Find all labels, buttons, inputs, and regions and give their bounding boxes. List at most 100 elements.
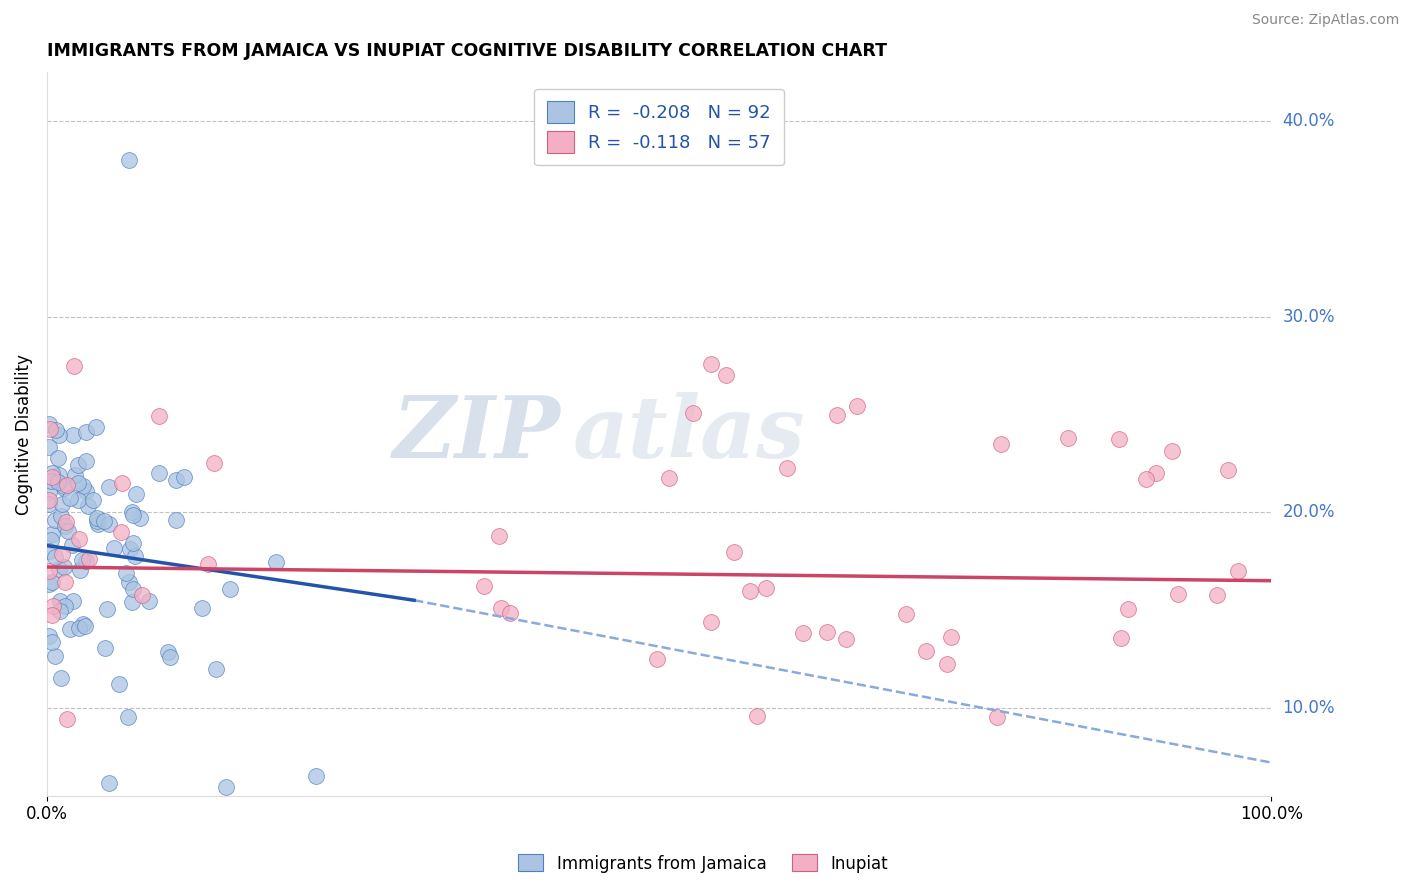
Point — [66, 476, 89, 491]
Y-axis label: Cognitive Disability: Cognitive Disability — [15, 353, 32, 515]
Point — [990, 436, 1012, 450]
Point — [745, 709, 768, 723]
Point — [1161, 444, 1184, 458]
Point — [1116, 601, 1139, 615]
Point — [46, 475, 69, 489]
Point — [41, 527, 63, 541]
Point — [86, 420, 108, 434]
Point — [38, 564, 60, 578]
Point — [62, 427, 84, 442]
Legend: Immigrants from Jamaica, Inupiat: Immigrants from Jamaica, Inupiat — [512, 847, 894, 880]
Point — [173, 470, 195, 484]
Point — [44, 649, 66, 664]
Point — [124, 549, 146, 564]
Point — [499, 607, 522, 621]
Point — [118, 542, 141, 557]
Point — [111, 475, 134, 490]
Point — [488, 529, 510, 543]
Point — [41, 466, 63, 480]
Point — [835, 632, 858, 647]
Point — [52, 478, 75, 492]
Point — [82, 493, 104, 508]
Legend: R =  -0.208   N = 92, R =  -0.118   N = 57: R = -0.208 N = 92, R = -0.118 N = 57 — [534, 88, 783, 165]
Point — [118, 575, 141, 590]
Point — [156, 645, 179, 659]
Point — [75, 554, 97, 568]
Point — [110, 524, 132, 539]
Point — [72, 553, 94, 567]
Point — [1216, 462, 1239, 476]
Point — [776, 461, 799, 475]
Text: ZIP: ZIP — [394, 392, 561, 475]
Point — [39, 474, 62, 488]
Point — [98, 516, 121, 531]
Point — [700, 357, 723, 371]
Text: 10.0%: 10.0% — [1282, 698, 1334, 717]
Point — [44, 513, 66, 527]
Point — [53, 482, 76, 496]
Point — [129, 510, 152, 524]
Point — [48, 428, 70, 442]
Point — [219, 582, 242, 596]
Point — [49, 508, 72, 523]
Point — [66, 458, 89, 472]
Point — [121, 505, 143, 519]
Point — [896, 607, 918, 621]
Point — [72, 616, 94, 631]
Point — [38, 577, 60, 591]
Point — [69, 563, 91, 577]
Point — [53, 599, 76, 613]
Point — [86, 517, 108, 532]
Text: IMMIGRANTS FROM JAMAICA VS INUPIAT COGNITIVE DISABILITY CORRELATION CHART: IMMIGRANTS FROM JAMAICA VS INUPIAT COGNI… — [46, 42, 887, 60]
Point — [117, 710, 139, 724]
Point — [96, 602, 118, 616]
Point — [986, 710, 1008, 724]
Point — [51, 497, 73, 511]
Text: 30.0%: 30.0% — [1282, 308, 1334, 326]
Point — [66, 492, 89, 507]
Point — [122, 582, 145, 596]
Point — [1206, 588, 1229, 602]
Point — [125, 487, 148, 501]
Point — [97, 480, 120, 494]
Point — [118, 153, 141, 168]
Point — [94, 641, 117, 656]
Point — [108, 677, 131, 691]
Point — [38, 440, 60, 454]
Point — [121, 535, 143, 549]
Point — [77, 552, 100, 566]
Point — [44, 550, 66, 565]
Point — [815, 624, 838, 639]
Point — [49, 593, 72, 607]
Point — [305, 769, 328, 783]
Point — [72, 479, 94, 493]
Point — [845, 399, 868, 413]
Point — [41, 635, 63, 649]
Point — [63, 359, 86, 373]
Point — [51, 547, 73, 561]
Point — [103, 541, 125, 555]
Point — [63, 467, 86, 482]
Point — [935, 657, 957, 672]
Point — [682, 405, 704, 419]
Point — [75, 425, 97, 440]
Point — [49, 604, 72, 618]
Point — [699, 615, 721, 629]
Point — [165, 513, 187, 527]
Point — [53, 575, 76, 590]
Point — [792, 626, 814, 640]
Point — [62, 593, 84, 607]
Point — [39, 533, 62, 548]
Point — [67, 533, 90, 547]
Point — [41, 470, 63, 484]
Point — [191, 601, 214, 615]
Point — [214, 780, 236, 794]
Point — [86, 514, 108, 528]
Point — [197, 558, 219, 572]
Point — [1226, 564, 1249, 578]
Point — [1135, 472, 1157, 486]
Point — [46, 451, 69, 466]
Point — [264, 555, 287, 569]
Point — [56, 712, 79, 726]
Point — [825, 408, 848, 422]
